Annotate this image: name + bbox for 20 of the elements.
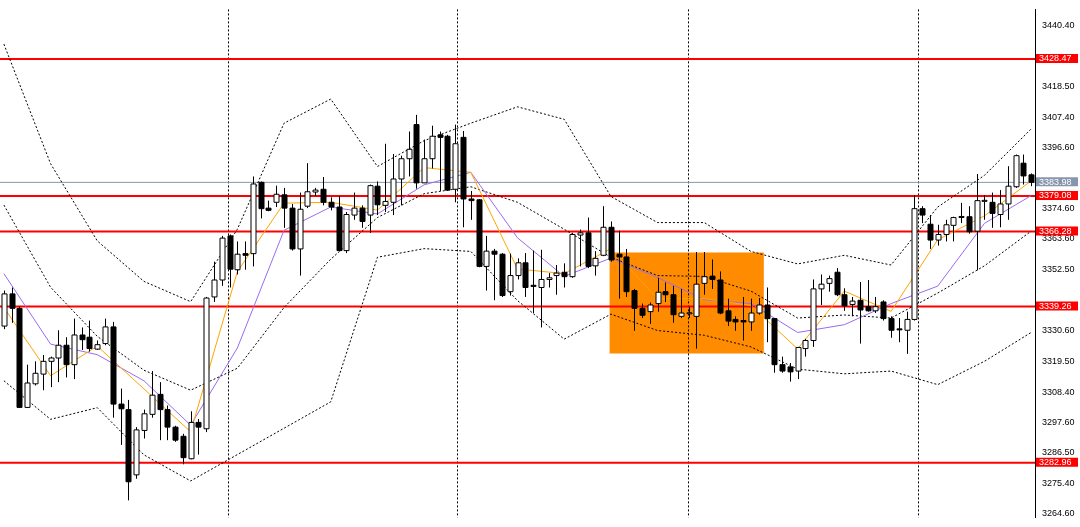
y-tick-label: 3308.40 <box>1042 386 1075 397</box>
y-tick-label: 3275.40 <box>1042 478 1075 489</box>
y-tick-label: 3264.60 <box>1042 508 1075 519</box>
y-tick-label: 3319.50 <box>1042 355 1075 366</box>
y-tick-label: 3352.50 <box>1042 264 1075 275</box>
ref-line-label: 3339.26 <box>1039 300 1072 311</box>
y-tick-label: 3374.60 <box>1042 202 1075 213</box>
y-tick-label: 3396.60 <box>1042 141 1075 152</box>
ref-line-label: 3428.47 <box>1039 53 1072 64</box>
y-tick-label: 3418.50 <box>1042 81 1075 92</box>
ref-line-label: 3383.98 <box>1039 176 1072 187</box>
y-tick-label: 3407.40 <box>1042 111 1075 122</box>
y-tick-label: 3297.60 <box>1042 416 1075 427</box>
y-tick-label: 3286.50 <box>1042 447 1075 458</box>
ref-line-label: 3379.08 <box>1039 190 1072 201</box>
ref-line-label: 3282.96 <box>1039 457 1072 468</box>
y-tick-label: 3363.60 <box>1042 233 1075 244</box>
y-tick-label: 3330.60 <box>1042 325 1075 336</box>
y-tick-label: 3440.40 <box>1042 20 1075 31</box>
ref-line-label: 3366.28 <box>1039 225 1072 236</box>
